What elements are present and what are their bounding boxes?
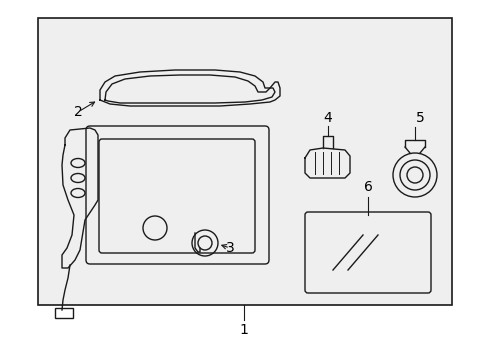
Text: 2: 2 (74, 105, 82, 119)
Text: 5: 5 (415, 111, 424, 125)
Text: 6: 6 (363, 180, 372, 194)
Text: 3: 3 (225, 241, 234, 255)
Text: 1: 1 (239, 323, 248, 337)
Bar (38, 18, 451, 305)
Text: 4: 4 (323, 111, 332, 125)
